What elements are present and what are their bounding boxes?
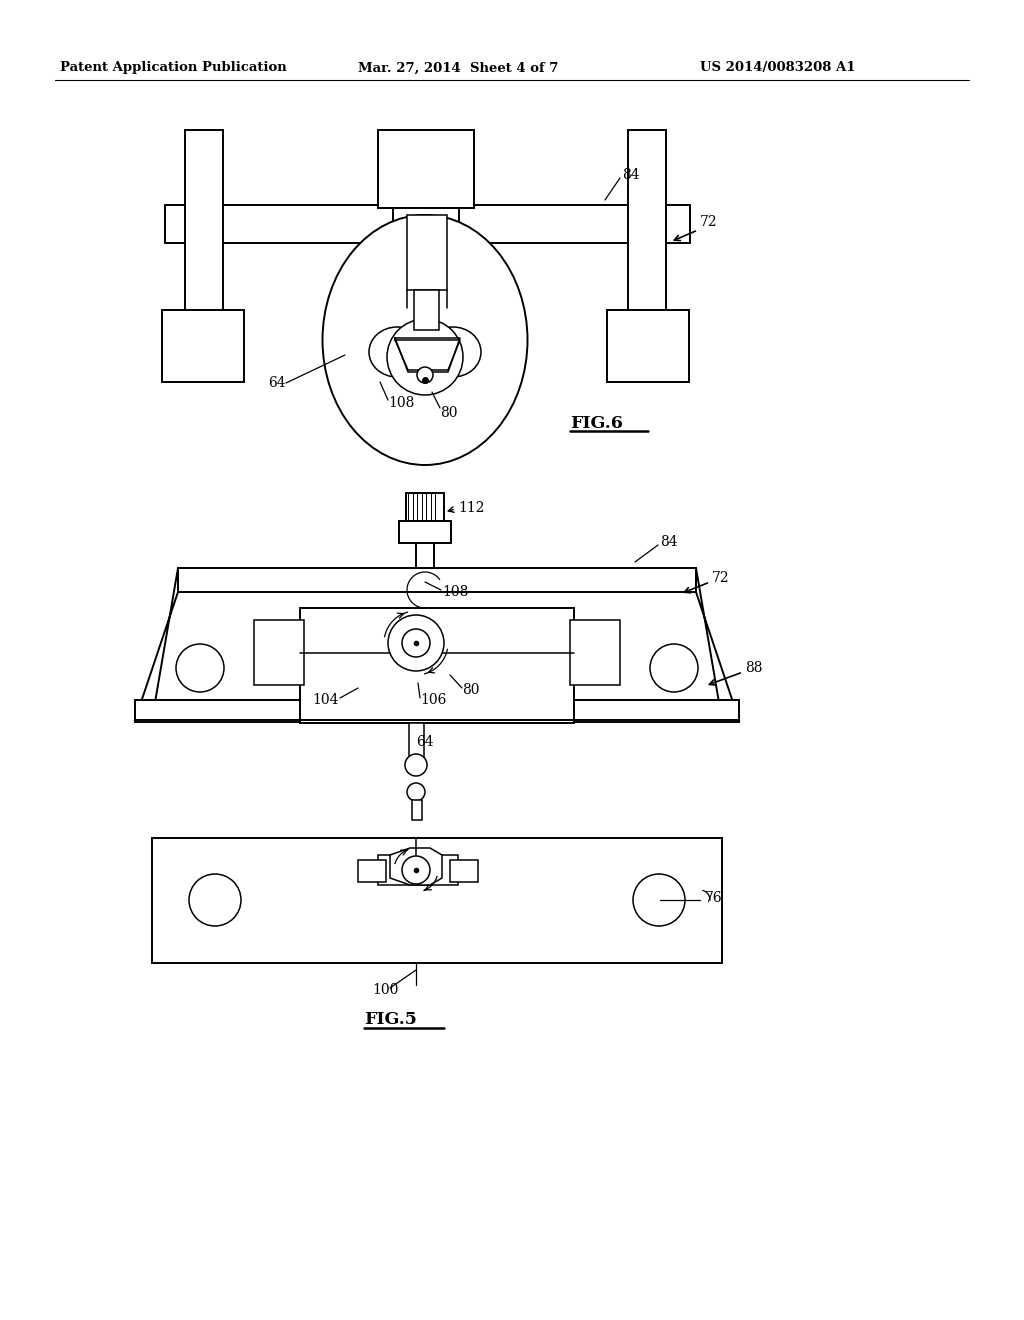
Text: 108: 108 [388,396,415,411]
Ellipse shape [323,215,527,465]
Bar [162,310,244,381]
Bar [378,855,458,884]
Circle shape [417,367,433,383]
Circle shape [176,644,224,692]
Circle shape [633,874,685,927]
Text: 64: 64 [416,735,433,748]
Bar [135,700,739,722]
Polygon shape [390,847,442,884]
Bar [378,129,474,209]
Text: 112: 112 [458,502,484,515]
Bar [628,129,666,341]
Bar [570,620,620,685]
Text: FIG.6: FIG.6 [570,414,623,432]
Bar [607,310,689,381]
Text: Mar. 27, 2014  Sheet 4 of 7: Mar. 27, 2014 Sheet 4 of 7 [358,62,558,74]
Bar [412,800,422,820]
Text: 76: 76 [705,891,723,906]
Bar [165,205,690,243]
Bar [407,215,447,290]
Text: 106: 106 [420,693,446,708]
Bar [358,861,386,882]
Text: 80: 80 [462,682,479,697]
Bar [300,609,574,723]
Ellipse shape [406,754,427,776]
Text: Patent Application Publication: Patent Application Publication [60,62,287,74]
Bar [152,838,722,964]
Ellipse shape [369,327,425,378]
Bar [393,209,459,238]
Text: FIG.5: FIG.5 [364,1011,417,1028]
Polygon shape [395,338,460,372]
Text: 64: 64 [268,376,286,389]
Circle shape [650,644,698,692]
Bar [414,290,439,330]
Bar [178,568,696,591]
Text: US 2014/0083208 A1: US 2014/0083208 A1 [700,62,855,74]
Polygon shape [696,568,739,719]
Bar [406,492,444,521]
Bar [399,521,451,543]
Ellipse shape [425,327,481,378]
Text: 100: 100 [372,983,398,997]
Polygon shape [135,568,178,719]
Text: 104: 104 [312,693,339,708]
Text: 88: 88 [745,661,763,675]
Circle shape [189,874,241,927]
Text: 84: 84 [660,535,678,549]
Text: 72: 72 [712,572,730,585]
Bar [254,620,304,685]
Bar [185,129,223,341]
Text: 72: 72 [700,215,718,228]
Ellipse shape [407,783,425,801]
Text: 80: 80 [440,407,458,420]
Circle shape [387,319,463,395]
Circle shape [402,630,430,657]
Bar [450,861,478,882]
Text: 108: 108 [442,585,468,599]
Circle shape [388,615,444,671]
Text: 84: 84 [622,168,640,182]
Circle shape [402,855,430,884]
Bar [409,723,424,766]
